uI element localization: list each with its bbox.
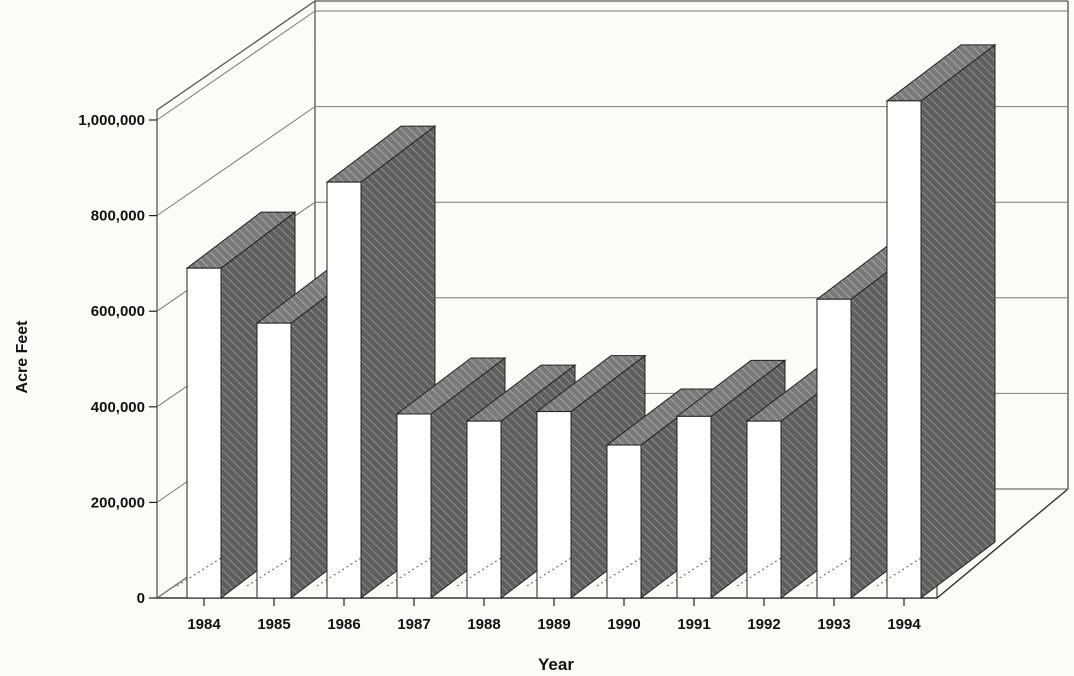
x-tick-label-1984: 1984 <box>187 616 221 633</box>
x-tick-label-1991: 1991 <box>677 616 710 633</box>
y-tick-label: 400,000 <box>91 399 145 416</box>
x-tick-label-1988: 1988 <box>467 616 500 633</box>
bar-front-1988 <box>466 420 502 599</box>
bar-front-1992 <box>746 420 782 599</box>
bar-front-1989 <box>536 411 572 599</box>
x-tick-label-1993: 1993 <box>817 616 850 633</box>
floor-dotted-line <box>316 543 384 587</box>
x-tick-label-1990: 1990 <box>607 616 640 633</box>
floor-dotted-line <box>666 543 734 587</box>
x-tick-label-1985: 1985 <box>257 616 290 633</box>
left-wall-guide <box>156 10 316 121</box>
floor-dotted-line <box>456 543 524 587</box>
bar-front-1994 <box>886 100 922 599</box>
bar-front-1984 <box>186 267 222 599</box>
bar-front-1986 <box>326 181 362 599</box>
y-tick-label: 200,000 <box>91 494 145 511</box>
x-tick-label-1992: 1992 <box>747 616 780 633</box>
floor-dotted-line <box>806 543 874 587</box>
floor-dotted-line <box>246 543 314 587</box>
y-axis-title: Acre Feet <box>14 320 31 394</box>
floor-dotted-line <box>876 543 944 587</box>
left-wall-guide <box>156 106 316 217</box>
bar-front-1985 <box>256 322 292 599</box>
bar-front-1990 <box>606 444 642 599</box>
bar-front-1991 <box>676 415 712 599</box>
x-tick-label-1987: 1987 <box>397 616 430 633</box>
bar-side-1994 <box>920 43 996 600</box>
bars-group <box>176 43 997 600</box>
bar-front-1993 <box>816 298 852 599</box>
y-tick-label: 600,000 <box>91 303 145 320</box>
floor-dotted-line <box>736 543 804 587</box>
floor-dotted-line <box>596 543 664 587</box>
axes: 0 200,000 400,000 600,000 800,000 1,000,000 19… <box>78 112 921 633</box>
x-tick-label-1986: 1986 <box>327 616 360 633</box>
y-tick-label: 1,000,000 <box>78 112 145 129</box>
x-tick-label-1989: 1989 <box>537 616 570 633</box>
bar-front-1987 <box>396 413 432 599</box>
floor-dotted-line <box>386 543 454 587</box>
y-tick-label: 800,000 <box>91 208 145 225</box>
floor-dotted-line <box>526 543 594 587</box>
floor-dotted-line <box>176 543 244 587</box>
x-tick-label-1994: 1994 <box>887 616 921 633</box>
x-axis-title: Year <box>538 655 574 674</box>
y-tick-label: 0 <box>137 590 145 607</box>
